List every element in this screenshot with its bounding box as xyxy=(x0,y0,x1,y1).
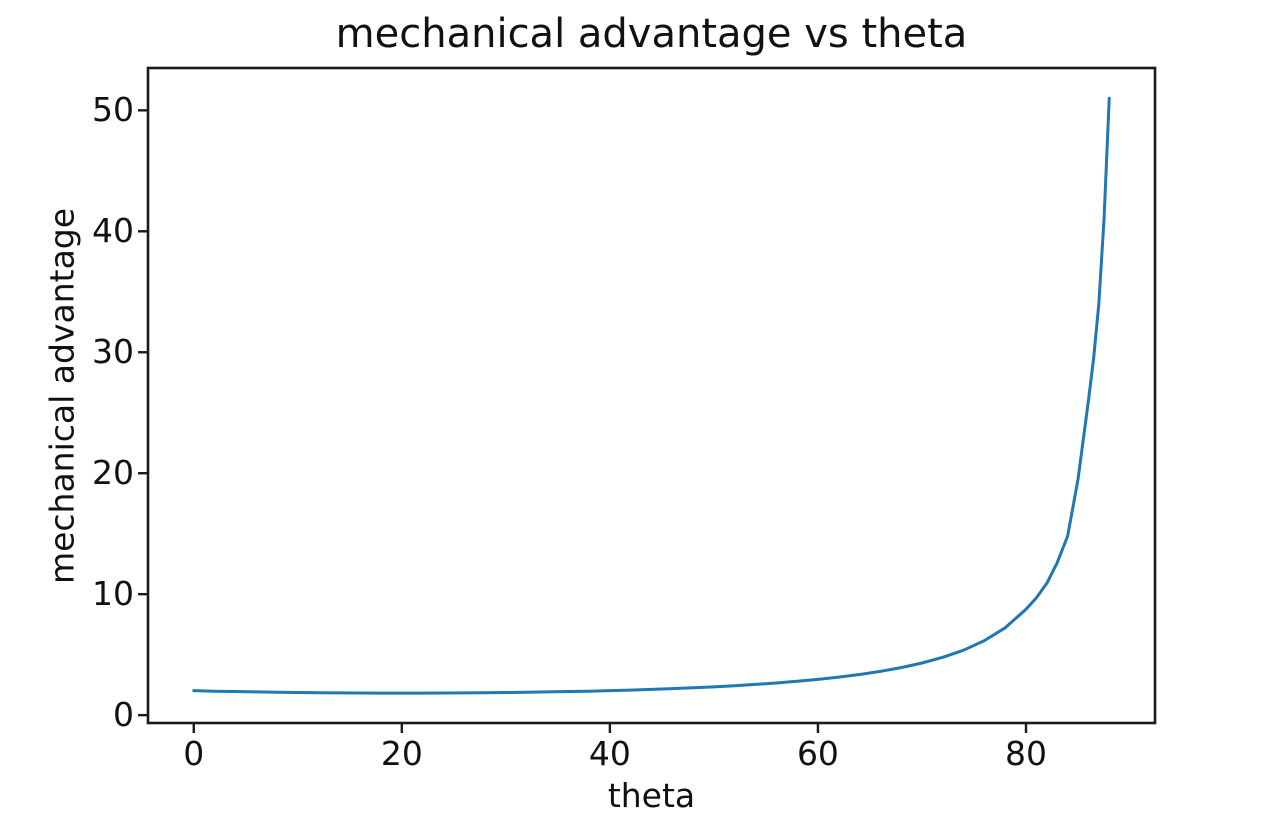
x-axis-label: theta xyxy=(607,776,696,815)
x-tick-label: 20 xyxy=(380,734,423,773)
y-tick-label: 50 xyxy=(92,90,134,130)
y-tick-label: 30 xyxy=(92,332,134,372)
x-tick-label: 60 xyxy=(796,734,839,773)
chart-title: mechanical advantage vs theta xyxy=(335,11,968,57)
series-line xyxy=(192,96,1111,695)
x-tick-label: 80 xyxy=(1005,734,1047,773)
y-tick-label: 10 xyxy=(92,574,134,614)
x-tick-label: 40 xyxy=(588,734,631,773)
x-tick-label: 0 xyxy=(183,734,205,773)
y-tick-label: 20 xyxy=(92,453,134,493)
y-tick-label: 40 xyxy=(92,211,134,251)
axes-spines xyxy=(146,66,1157,725)
y-tick-label: 0 xyxy=(113,695,134,735)
